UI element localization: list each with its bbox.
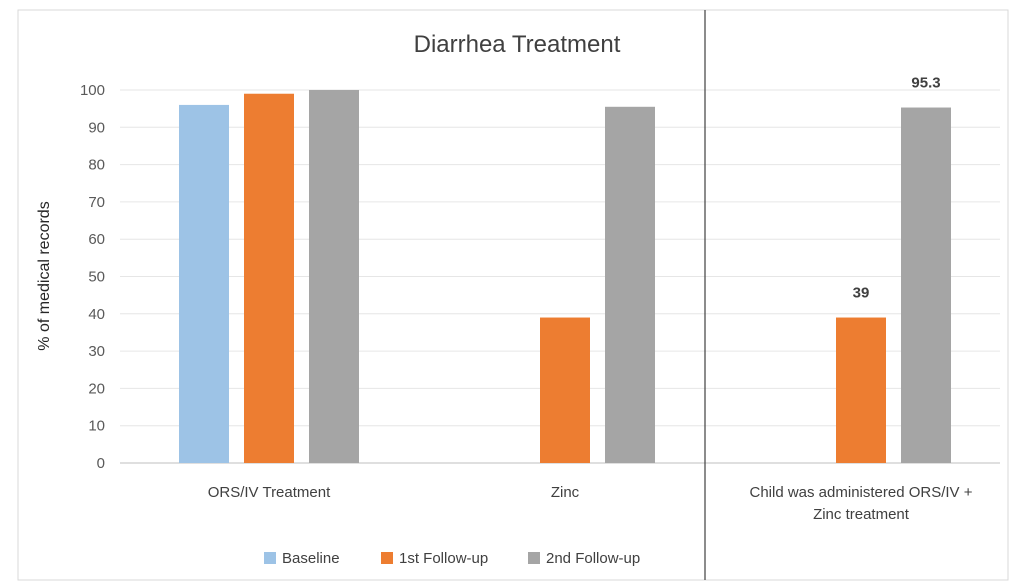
bars [179,90,951,464]
legend-label: 1st Follow-up [399,550,488,567]
chart-title: Diarrhea Treatment [414,31,621,58]
y-tick-label: 70 [88,194,105,211]
data-labels: 39 95.3 [853,75,941,302]
y-tick-label: 50 [88,269,105,286]
bar-first-follow-up [836,317,886,463]
y-tick-label: 100 [80,82,105,99]
category-label: Zinc treatment [813,506,910,523]
y-tick-label: 20 [88,380,105,397]
y-tick-label: 40 [88,306,105,323]
legend: Baseline 1st Follow-up 2nd Follow-up [264,550,640,567]
bar-second-follow-up [901,107,951,463]
category-label: Zinc [551,484,580,501]
legend-swatch-second-follow-up [528,552,540,564]
chart-border [17,9,1009,581]
category-label: Child was administered ORS/IV + [749,484,972,501]
x-axis-categories: ORS/IV Treatment Zinc Child was administer… [208,484,973,523]
legend-swatch-baseline [264,552,276,564]
y-tick-label: 0 [97,455,105,472]
legend-swatch-first-follow-up [381,552,393,564]
y-tick-label: 30 [88,343,105,360]
y-tick-label: 60 [88,231,105,248]
y-tick-label: 90 [88,119,105,136]
bar-first-follow-up [244,93,294,463]
bar-second-follow-up [605,106,655,463]
y-tick-label: 80 [88,157,105,174]
y-axis-label: % of medical records [36,201,53,350]
y-tick-label: 10 [88,418,105,435]
category-label: ORS/IV Treatment [208,484,331,501]
y-axis-ticks: 0 10 20 30 40 50 60 70 80 90 100 [80,82,105,472]
bar-second-follow-up [309,90,359,463]
bar-first-follow-up [540,317,590,463]
data-label: 39 [853,285,870,302]
legend-label: Baseline [282,550,340,567]
data-label: 95.3 [911,75,940,92]
legend-label: 2nd Follow-up [546,550,640,567]
bar-baseline [179,104,229,464]
